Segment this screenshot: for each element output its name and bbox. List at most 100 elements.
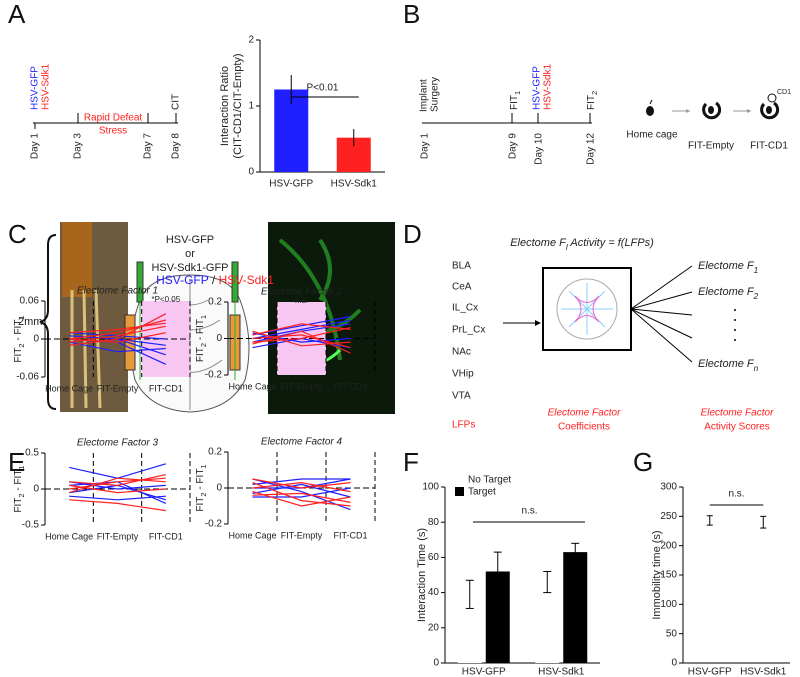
subscript: l (566, 243, 569, 252)
error-bar (760, 515, 767, 529)
virus-label: HSV-Sdk1 (543, 63, 554, 110)
subscript: 2 (17, 343, 26, 347)
legend-swatch (455, 475, 464, 484)
subscript: 1 (17, 315, 26, 319)
coefficient-spokes (561, 283, 613, 335)
x-tick-label: HSV-GFP (688, 667, 732, 677)
y-tick-label: 20 (428, 622, 440, 633)
series-line (252, 323, 351, 336)
text-part: FIT (13, 498, 24, 513)
y-tick-label: 150 (660, 570, 677, 581)
cd1-label: CD1 (777, 89, 791, 96)
subscript: 2 (199, 343, 208, 347)
text-part: - FIT (195, 319, 206, 343)
footer-label: Activity Scores (704, 422, 770, 433)
y-tick-label: -0.5 (22, 520, 40, 531)
series-line (252, 482, 351, 507)
group-name: HSV-GFP (156, 273, 209, 287)
subscript: 1 (513, 91, 522, 95)
subscript: 2 (753, 292, 759, 301)
x-tick-label: FIT-Empty (281, 381, 323, 391)
virus-label: HSV-Sdk1-GFP (151, 262, 228, 274)
y-tick-label: 0 (671, 658, 677, 669)
arrow-head (535, 320, 541, 326)
separator: / (209, 273, 219, 287)
text-part: - FIT (13, 470, 24, 494)
subscript: 1 (199, 315, 208, 319)
text-part: Electome F (698, 358, 755, 370)
y-tick-label: 1 (248, 101, 254, 112)
text-part: Electome F (698, 286, 755, 298)
region-label: CeA (452, 282, 472, 293)
subscript: 2 (590, 91, 599, 95)
error-bar (543, 570, 552, 594)
subscript: 1 (199, 464, 208, 468)
coefficient-loops (574, 295, 600, 323)
x-tick-label: HSV-Sdk1 (331, 179, 378, 190)
bar (535, 582, 560, 663)
y-tick-label: 300 (660, 482, 677, 493)
day-label: Day 8 (171, 133, 182, 160)
text-part: FIT (195, 347, 206, 362)
series-line (69, 332, 166, 343)
y-tick-label: 0 (216, 483, 222, 494)
subscript: 2 (199, 492, 208, 496)
virus-label: or (185, 248, 195, 260)
y-tick-label: 0 (216, 333, 222, 344)
day-label: Day 3 (73, 133, 84, 160)
arrow (630, 308, 693, 316)
x-tick-label: FIT-Empty (97, 531, 139, 541)
virus-label: HSV-GFP (30, 66, 41, 110)
fit-label: FIT2 (586, 91, 600, 110)
inputs-label: LFPs (452, 420, 475, 431)
y-tick-label: -0.2 (205, 519, 223, 530)
day-label: Day 7 (143, 133, 154, 160)
series-line (69, 499, 166, 512)
panel-label: E (8, 447, 25, 477)
scale-brace (39, 234, 57, 410)
series-line (69, 495, 166, 501)
x-tick-label: HSV-GFP (269, 179, 313, 190)
x-tick-label: FIT-Empty (97, 383, 139, 393)
y-axis-label: FIT2 - FIT1 (13, 465, 27, 512)
arrow (630, 308, 693, 363)
series-line (252, 330, 351, 354)
panel-d: Electome Fl Activity = f(LFPs) BLA CeA I… (452, 237, 774, 433)
chart-title: Electome Factor 1 (77, 286, 158, 297)
stage-label: FIT-Empty (688, 141, 734, 152)
annotation: n.s. (295, 296, 308, 305)
panel-label: A (8, 0, 26, 29)
series-line (252, 330, 351, 347)
y-tick-label: 0 (33, 484, 39, 495)
y-tick-label: 0.06 (20, 296, 40, 307)
text-part: FIT (13, 348, 24, 363)
group-name: HSV-Sdk1 (219, 273, 275, 287)
panel-label: C (8, 219, 27, 249)
region-label: VTA (452, 391, 471, 402)
y-tick-label: -0.06 (16, 372, 39, 383)
x-tick-label: Home Cage (228, 381, 276, 391)
series-line (69, 341, 166, 353)
y-axis-label: Interaction Time (s) (416, 528, 428, 622)
y-tick-label: 2 (248, 35, 254, 46)
chart-title: Electome Factor 3 (77, 438, 159, 449)
output-label: Electome F1 (698, 260, 758, 275)
series-line (69, 481, 166, 490)
footer-label: Electome Factor (701, 408, 774, 419)
x-tick-label: FIT-CD1 (149, 531, 183, 541)
mouse-icon (766, 106, 772, 114)
arena-icon (760, 101, 780, 120)
legend-swatch (455, 487, 464, 496)
x-tick-label: HSV-GFP (462, 667, 506, 677)
mouse-icon (646, 106, 654, 116)
region-label: VHip (452, 369, 474, 380)
legend-label: Target (468, 487, 496, 498)
y-tick-label: 0.5 (25, 448, 39, 459)
x-tick-label: Home Cage (45, 531, 93, 541)
y-tick-label: 200 (660, 540, 677, 551)
day-label: Day 12 (586, 133, 597, 165)
y-tick-label: 100 (422, 482, 439, 493)
x-tick-label: HSV-Sdk1 (740, 667, 787, 677)
day-label: Day 1 (420, 133, 431, 160)
error-bar (571, 542, 580, 562)
